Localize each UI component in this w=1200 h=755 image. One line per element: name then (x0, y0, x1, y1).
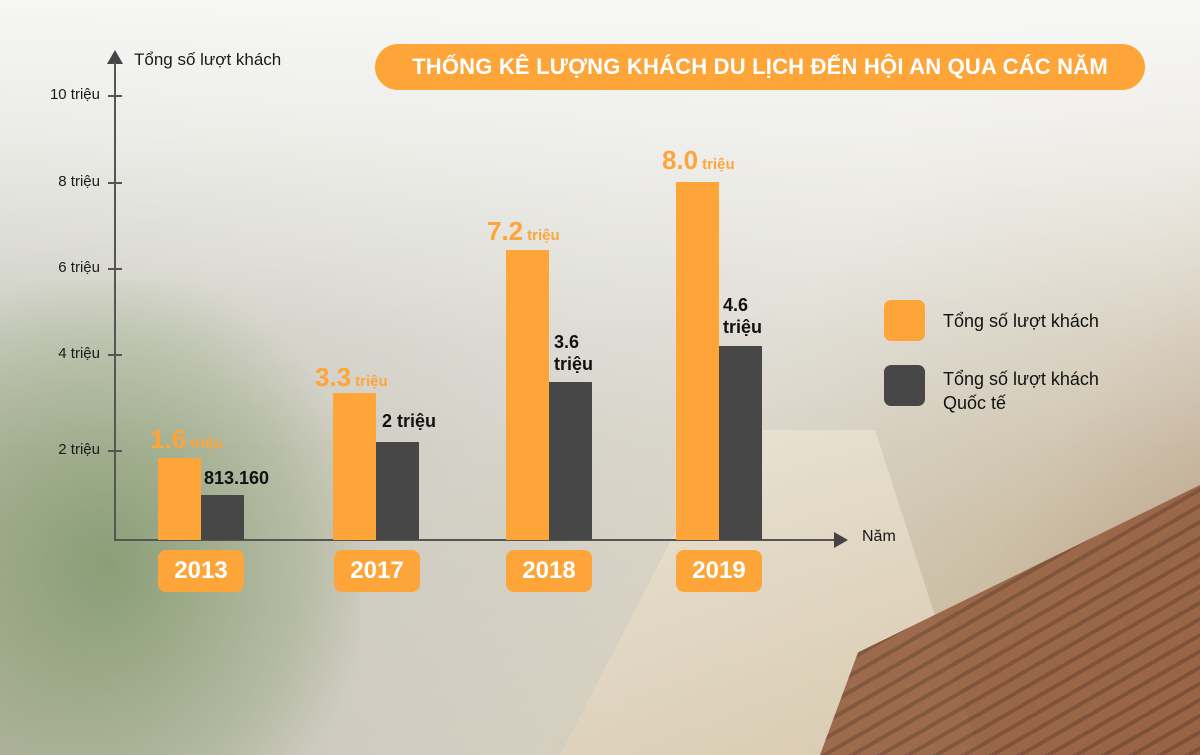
legend-label-total: Tổng số lượt khách (943, 311, 1099, 331)
bar-total-2017 (333, 393, 376, 540)
x-axis (114, 539, 836, 541)
value-label-intl-2019: 4.6 triệu (723, 295, 763, 337)
bar-intl-2013 (201, 495, 244, 540)
legend-swatch-total (884, 300, 925, 341)
value-label-total-2013: 1.6 triệu (150, 424, 223, 454)
x-axis-title: Năm (862, 528, 896, 545)
bar-total-2018 (506, 250, 549, 540)
y-tick (108, 450, 122, 452)
value-label-intl-2018: 3.6 triệu (554, 332, 594, 374)
legend-label-intl: Tổng số lượt khách Quốc tế (943, 365, 1099, 415)
y-tick-label: 2 triệu (58, 441, 100, 458)
legend-swatch-intl (884, 365, 925, 406)
y-axis (114, 62, 116, 541)
y-axis-arrow-icon (107, 50, 123, 64)
year-label-2013: 2013 (158, 550, 244, 592)
y-tick (108, 268, 122, 270)
legend-item-intl: Tổng số lượt khách Quốc tế (884, 365, 1099, 415)
value-label-total-2017: 3.3 triệu (315, 362, 388, 392)
x-axis-arrow-icon (834, 532, 848, 548)
y-tick-label: 4 triệu (58, 345, 100, 362)
year-label-2019: 2019 (676, 550, 762, 592)
y-tick-label: 6 triệu (58, 259, 100, 276)
y-tick (108, 182, 122, 184)
y-tick-label: 8 triệu (58, 173, 100, 190)
value-label-total-2019: 8.0 triệu (662, 145, 735, 175)
bar-total-2019 (676, 182, 719, 540)
year-label-2018: 2018 (506, 550, 592, 592)
legend-label-intl-line2: Quốc tế (943, 393, 1007, 413)
y-tick-label: 10 triệu (49, 86, 100, 103)
y-tick (108, 354, 122, 356)
year-label-2017: 2017 (334, 550, 420, 592)
chart-title: THỐNG KÊ LƯỢNG KHÁCH DU LỊCH ĐẾN HỘI AN … (375, 44, 1145, 90)
y-axis-title: Tổng số lượt khách (134, 50, 282, 69)
legend-item-total: Tổng số lượt khách (884, 300, 1099, 341)
bar-intl-2017 (376, 442, 419, 540)
value-label-total-2018: 7.2 triệu (487, 216, 560, 246)
value-label-intl-2013: 813.160 (204, 468, 270, 488)
bar-intl-2018 (549, 382, 592, 540)
y-tick (108, 95, 122, 97)
legend: Tổng số lượt khách Tổng số lượt khách Qu… (884, 300, 1099, 439)
value-label-intl-2017: 2 triệu (382, 411, 437, 431)
bar-total-2013 (158, 458, 201, 540)
legend-label-intl-line1: Tổng số lượt khách (943, 369, 1099, 389)
bar-intl-2019 (719, 346, 762, 540)
